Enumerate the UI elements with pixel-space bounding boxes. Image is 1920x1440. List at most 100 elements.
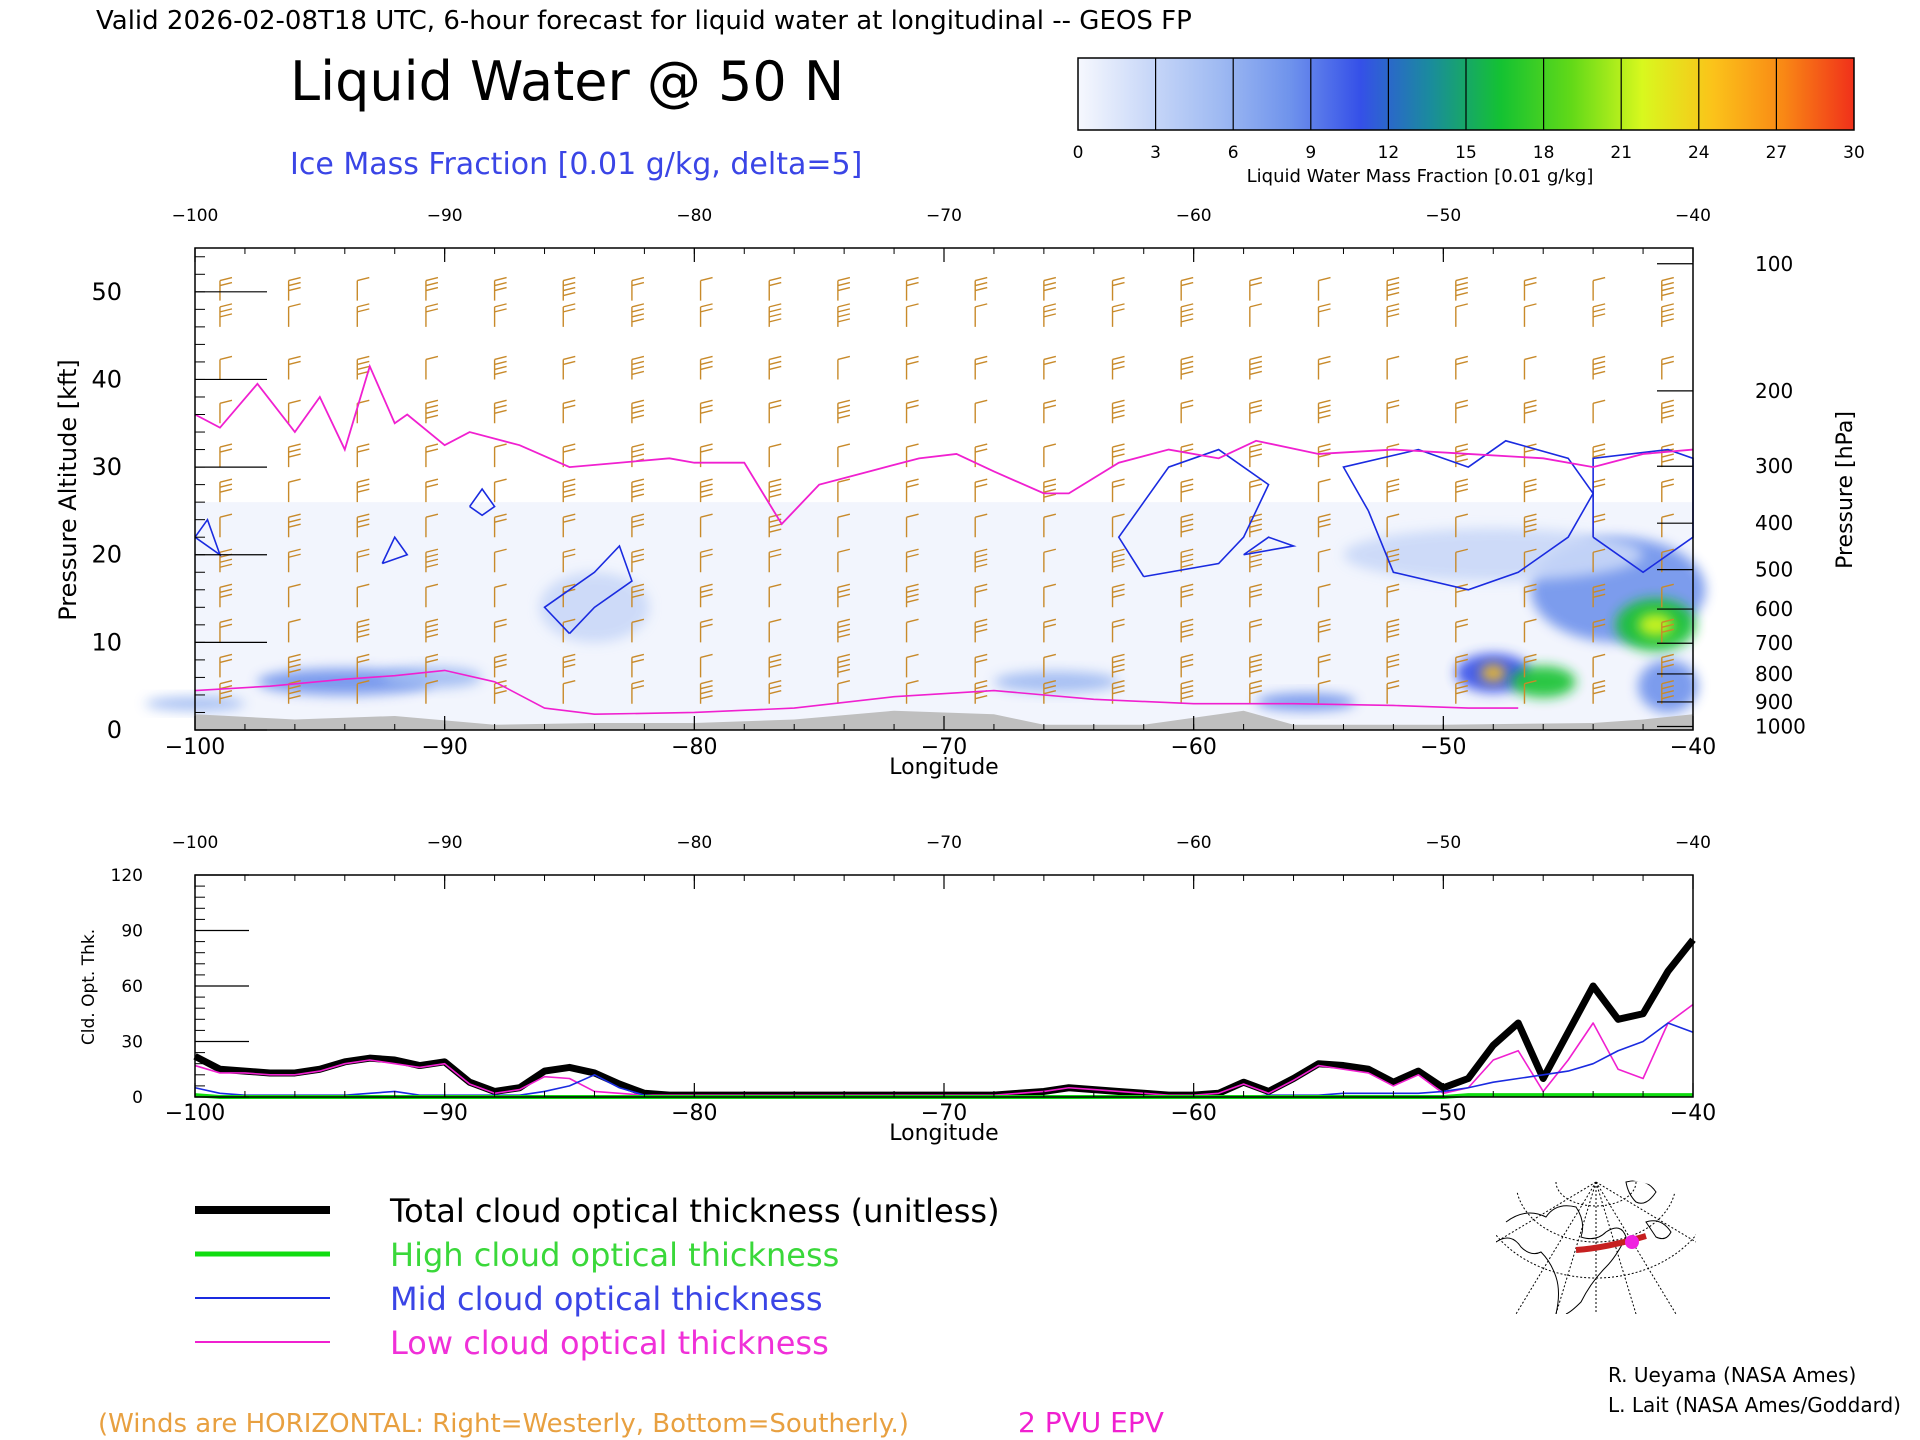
wind-barb — [1523, 548, 1537, 573]
wind-barb — [1111, 355, 1125, 380]
wind-barb — [1249, 276, 1263, 301]
wind-barb — [905, 478, 919, 503]
wind-barb — [1592, 548, 1606, 573]
wind-barb — [1455, 513, 1468, 538]
wind-barb — [1249, 548, 1263, 573]
wind-barb — [1386, 583, 1400, 608]
wind-barb — [425, 583, 439, 608]
wind-barb — [1180, 276, 1194, 301]
ice-contour — [543, 544, 633, 635]
wind-barb — [562, 653, 576, 678]
epv-2pvu-line — [194, 363, 1694, 526]
legend-label-3: Low cloud optical thickness — [390, 1324, 829, 1362]
wind-barb — [1249, 513, 1263, 538]
wind-barb — [1180, 513, 1194, 538]
wind-barb — [356, 276, 370, 301]
wind-barb — [1111, 653, 1125, 678]
wind-barb — [1043, 355, 1057, 380]
wind-barb — [493, 680, 507, 704]
wind-barb — [562, 680, 576, 704]
colorbar-tick-label: 6 — [1228, 143, 1239, 163]
wind-barb — [974, 548, 988, 573]
wind-barb — [1455, 653, 1468, 678]
main-top-tick-label: −70 — [926, 206, 962, 226]
colorbar-tick-label: 18 — [1533, 143, 1555, 163]
wind-barb — [1455, 548, 1468, 573]
wind-barb — [1455, 478, 1468, 503]
wind-barb — [1317, 399, 1331, 424]
wind-barb — [219, 548, 233, 573]
wind-barb — [1592, 478, 1606, 503]
wind-barb — [768, 618, 782, 643]
wind-barb — [1523, 653, 1537, 678]
pressure-tick-label: 500 — [1755, 558, 1793, 582]
wind-barb — [1180, 653, 1194, 678]
wind-barb — [356, 680, 370, 704]
wind-barb — [1661, 355, 1674, 380]
wind-barb — [1043, 478, 1057, 503]
ice-contour — [1117, 448, 1270, 578]
wind-barb — [837, 653, 851, 678]
legend-label-0: Total cloud optical thickness (unitless) — [389, 1192, 1000, 1230]
wind-barb — [905, 399, 919, 424]
line-x-tick-label: −100 — [165, 1101, 225, 1126]
wind-barb — [1317, 513, 1331, 538]
wind-barb — [837, 303, 851, 327]
wind-barb — [287, 303, 301, 327]
main-y-tick-label: 0 — [107, 716, 122, 744]
wind-barb — [1661, 478, 1674, 503]
pressure-tick-label: 900 — [1755, 690, 1793, 714]
wind-barb — [1661, 548, 1674, 573]
wind-barb — [1317, 653, 1331, 678]
wind-barb — [1043, 443, 1057, 468]
wind-barb — [287, 276, 301, 301]
wind-barb — [631, 583, 645, 608]
wind-barb — [425, 618, 439, 643]
wind-barb — [562, 303, 576, 327]
wind-barb — [1592, 355, 1606, 380]
wind-barb — [1043, 276, 1057, 301]
wind-barb — [974, 583, 988, 608]
wind-barb — [631, 355, 645, 380]
wind-barb — [562, 443, 576, 468]
pressure-tick-label: 100 — [1755, 252, 1793, 276]
wind-barb — [905, 583, 919, 608]
wind-barb — [905, 680, 919, 704]
colorbar-tick-label: 15 — [1455, 143, 1477, 163]
liquid-water-field — [145, 502, 1706, 730]
wind-barb — [699, 478, 713, 503]
wind-barb — [974, 653, 988, 678]
wind-barb — [974, 680, 988, 704]
wind-barb — [905, 653, 919, 678]
wind-barb — [287, 653, 301, 678]
main-y-tick-label: 30 — [91, 453, 122, 481]
optical-thickness-lines — [193, 937, 1696, 1099]
wind-barb — [1317, 548, 1331, 573]
wind-barb — [562, 276, 576, 301]
line-y-tick-label: 0 — [132, 1088, 143, 1108]
colorbar: 0 3 6 9 12 15 18 21 24 27 30 — [1073, 57, 1865, 163]
wind-barb — [1523, 303, 1537, 327]
main-x-tick-label: −60 — [1170, 735, 1216, 760]
wind-barb — [219, 355, 233, 380]
colorbar-tick-label: 30 — [1843, 143, 1865, 163]
pressure-tick-label: 400 — [1755, 511, 1793, 535]
wind-barb — [1043, 680, 1057, 704]
wind-barb — [493, 443, 507, 468]
wind-barb — [1523, 399, 1537, 424]
wind-barb — [768, 583, 782, 608]
wind-barb — [1661, 399, 1674, 424]
wind-barb — [1249, 653, 1263, 678]
main-x-tick-label: −40 — [1670, 735, 1716, 760]
wind-barb — [287, 355, 301, 380]
colorbar-tick-label: 12 — [1378, 143, 1400, 163]
main-panel: −100 −90 −80 −70 −60 −50 −40 −100 −90 −80 −70 −60 −5… — [91, 206, 1805, 760]
wind-barb — [493, 399, 507, 424]
wind-barb — [562, 548, 576, 573]
wind-barb — [1523, 583, 1537, 608]
wind-barb — [974, 303, 988, 327]
main-top-tick-label: −100 — [172, 206, 219, 226]
wind-barb — [699, 303, 713, 327]
wind-barb — [1249, 478, 1263, 503]
wind-barb — [631, 680, 645, 704]
